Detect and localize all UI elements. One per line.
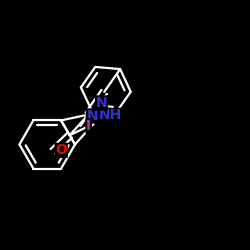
Text: O: O	[55, 143, 67, 157]
Text: N: N	[96, 96, 107, 110]
Text: I: I	[86, 119, 91, 133]
Text: NH: NH	[86, 109, 110, 123]
Text: NH: NH	[99, 108, 122, 122]
